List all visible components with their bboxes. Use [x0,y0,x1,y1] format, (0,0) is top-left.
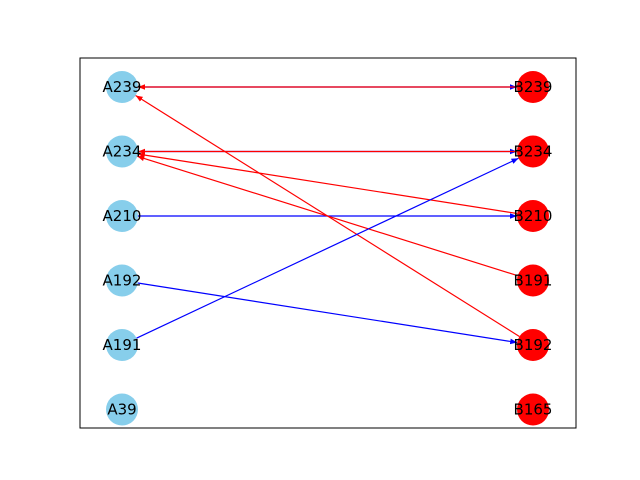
node-b239: B239 [514,71,553,103]
node-label: A39 [107,401,136,419]
node-label: B192 [514,336,553,354]
edge-b210-to-a234 [137,152,518,215]
node-circle [106,135,138,168]
node-label: A210 [103,207,142,225]
node-label: A234 [103,143,142,161]
node-circle [106,393,138,426]
node-label: A191 [103,336,142,354]
node-circle [517,71,549,103]
node-label: B234 [514,143,553,161]
edge-b192-to-a239 [135,94,520,338]
node-b165: B165 [514,393,553,426]
plot-frame [79,57,577,429]
node-circle [106,200,138,232]
node-circle [106,264,138,297]
node-b234: B234 [514,135,553,168]
node-a39: A39 [106,393,138,426]
node-label: B191 [514,272,553,290]
node-label: B165 [514,401,553,419]
node-circle [517,135,549,168]
node-b192: B192 [514,329,553,361]
node-a191: A191 [103,329,142,361]
node-a239: A239 [103,71,142,103]
node-a210: A210 [103,200,142,232]
edges-layer [135,84,520,345]
node-b191: B191 [514,264,553,297]
node-circle [106,329,138,361]
node-label: B210 [514,207,553,225]
edge-a192-to-b192 [137,282,518,345]
node-circle [106,71,138,103]
node-circle [517,200,549,232]
node-a234: A234 [103,135,142,168]
node-circle [517,393,549,426]
node-a192: A192 [103,264,142,297]
node-label: A192 [103,272,142,290]
node-circle [517,329,549,361]
node-label: A239 [103,78,142,96]
node-label: B239 [514,78,553,96]
nodes-layer: A239 A234 A210 A192 A191 A39 B239 B234 B210 B191 B… [103,71,553,426]
node-circle [517,264,549,297]
node-b210: B210 [514,200,553,232]
edge-a191-to-b234 [136,157,519,339]
